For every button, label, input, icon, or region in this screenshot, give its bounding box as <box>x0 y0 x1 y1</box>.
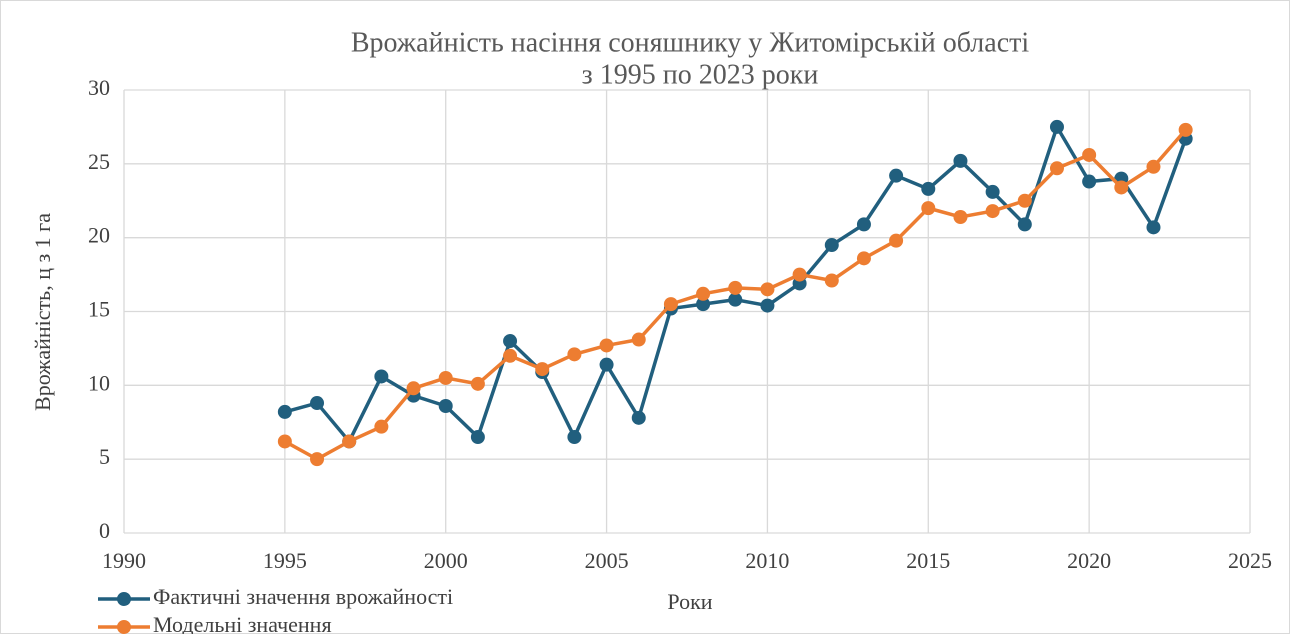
data-point <box>1017 217 1032 232</box>
data-point <box>374 419 389 434</box>
data-point <box>631 332 646 347</box>
data-point <box>1178 122 1193 137</box>
data-point <box>760 298 775 313</box>
chart-title: Врожайність насіння соняшнику у Житомірс… <box>351 27 1030 58</box>
data-point <box>1017 193 1032 208</box>
data-point <box>599 357 614 372</box>
x-tick-label: 2010 <box>745 548 789 573</box>
data-point <box>856 217 871 232</box>
legend-marker <box>117 620 131 634</box>
legend-label: Модельні значення <box>153 612 332 634</box>
data-point <box>1146 220 1161 235</box>
data-point <box>599 338 614 353</box>
y-tick-label: 10 <box>88 370 110 395</box>
legend-label: Фактичні значення врожайності <box>153 584 453 609</box>
data-point <box>503 348 518 363</box>
data-point <box>1146 159 1161 174</box>
data-point <box>438 399 453 414</box>
data-point <box>1082 174 1097 189</box>
x-tick-label: 1995 <box>263 548 307 573</box>
data-point <box>985 184 1000 199</box>
data-point <box>567 430 582 445</box>
data-point <box>953 209 968 224</box>
data-point <box>663 297 678 312</box>
y-tick-label: 20 <box>88 223 110 248</box>
data-point <box>921 181 936 196</box>
data-point <box>470 376 485 391</box>
data-point <box>696 297 711 312</box>
legend-marker <box>117 592 131 606</box>
x-tick-label: 2020 <box>1067 548 1111 573</box>
data-point <box>535 362 550 377</box>
data-point <box>792 267 807 282</box>
data-point <box>470 430 485 445</box>
data-point <box>567 347 582 362</box>
data-point <box>342 434 357 449</box>
data-point <box>856 251 871 266</box>
data-point <box>985 204 1000 219</box>
data-point <box>889 168 904 183</box>
data-point <box>1114 180 1129 195</box>
data-point <box>728 280 743 295</box>
data-point <box>760 282 775 297</box>
y-tick-label: 0 <box>99 518 110 543</box>
x-axis-label: Роки <box>667 589 712 614</box>
x-tick-label: 2025 <box>1228 548 1272 573</box>
data-point <box>503 334 518 349</box>
data-point <box>1049 161 1064 176</box>
data-point <box>889 233 904 248</box>
chart-title: з 1995 по 2023 роки <box>582 59 819 90</box>
data-point <box>1049 119 1064 134</box>
data-point <box>406 381 421 396</box>
x-tick-label: 2000 <box>424 548 468 573</box>
y-tick-label: 15 <box>88 297 110 322</box>
y-tick-label: 5 <box>99 444 110 469</box>
x-tick-label: 2015 <box>906 548 950 573</box>
data-point <box>631 410 646 425</box>
data-point <box>824 273 839 288</box>
data-point <box>921 201 936 216</box>
data-point <box>310 452 325 467</box>
data-point <box>374 369 389 384</box>
data-point <box>696 286 711 301</box>
x-tick-label: 1990 <box>102 548 146 573</box>
data-point <box>277 434 292 449</box>
data-point <box>824 238 839 253</box>
y-tick-label: 25 <box>88 149 110 174</box>
y-axis-label: Врожайність, ц з 1 га <box>30 213 55 411</box>
data-point <box>953 153 968 168</box>
data-point <box>728 292 743 307</box>
data-point <box>310 396 325 411</box>
data-point <box>438 370 453 385</box>
data-point <box>1082 147 1097 162</box>
x-tick-label: 2005 <box>585 548 629 573</box>
y-tick-label: 30 <box>88 75 110 100</box>
data-point <box>277 404 292 419</box>
